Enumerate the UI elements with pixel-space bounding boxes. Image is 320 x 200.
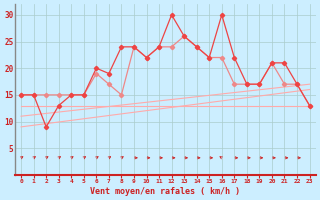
X-axis label: Vent moyen/en rafales ( km/h ): Vent moyen/en rafales ( km/h ): [90, 187, 240, 196]
